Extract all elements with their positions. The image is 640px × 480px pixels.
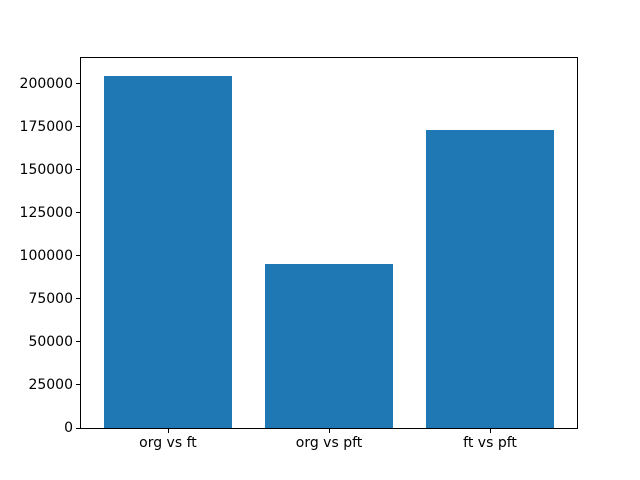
y-tick-label-150000: 150000	[19, 161, 73, 178]
y-tick-mark	[76, 169, 80, 171]
x-tick-mark	[167, 429, 169, 433]
y-tick-mark	[76, 341, 80, 343]
y-tick-label-0: 0	[64, 420, 73, 436]
bar-org-vs-pft	[264, 263, 394, 428]
y-tick-mark	[76, 427, 80, 429]
y-tick-mark	[76, 83, 80, 85]
x-tick-label-org-vs-ft: org vs ft	[139, 435, 197, 451]
y-tick-label-25000: 25000	[28, 376, 73, 393]
y-tick-mark	[76, 126, 80, 128]
y-tick-mark	[76, 212, 80, 214]
x-tick-label-ft-vs-pft: ft vs pft	[463, 435, 517, 451]
x-tick-mark	[329, 429, 330, 433]
y-tick-label-125000: 125000	[19, 204, 73, 221]
bar-ft-vs-pft	[425, 129, 555, 428]
y-tick-label-100000: 100000	[19, 247, 73, 264]
plot-area: org vs ft org vs pft ft vs pft 0 25000 50000 7…	[20, 57, 578, 450]
y-tick-mark	[76, 384, 80, 386]
y-tick-label-75000: 75000	[28, 290, 73, 307]
y-tick-mark	[76, 298, 80, 300]
y-tick-label-175000: 175000	[19, 118, 73, 135]
y-tick-label-200000: 200000	[19, 75, 73, 92]
bar-org-vs-ft	[103, 75, 233, 428]
y-tick-mark	[76, 255, 80, 257]
y-tick-label-50000: 50000	[28, 333, 73, 350]
x-tick-label-org-vs-pft: org vs pft	[295, 435, 363, 451]
x-tick-mark	[490, 429, 492, 433]
